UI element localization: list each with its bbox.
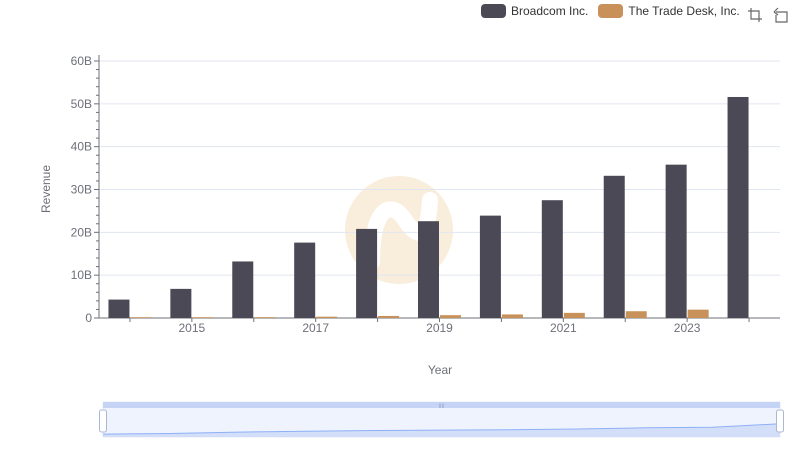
bar-broadcom bbox=[108, 299, 130, 318]
bar-trade-desk bbox=[625, 311, 647, 318]
bar-broadcom bbox=[232, 261, 254, 318]
bar-broadcom bbox=[479, 215, 501, 318]
legend-label-broadcom: Broadcom Inc. bbox=[511, 4, 589, 18]
bar-trade-desk bbox=[687, 309, 709, 318]
x-axis-title: Year bbox=[428, 363, 452, 377]
bar-trade-desk bbox=[440, 315, 461, 318]
legend-swatch-broadcom bbox=[481, 4, 506, 18]
bar-broadcom bbox=[356, 228, 378, 318]
bar-trade-desk bbox=[254, 317, 276, 318]
bar-broadcom bbox=[170, 288, 192, 318]
bars bbox=[108, 96, 749, 318]
data-zoom-move-handle[interactable]: ‖‖ bbox=[439, 404, 444, 410]
data-zoom-line bbox=[102, 423, 781, 435]
data-zoom-slider[interactable]: ‖‖ bbox=[99, 401, 784, 438]
y-tick-label: 20B bbox=[71, 225, 92, 239]
bar-broadcom bbox=[541, 200, 563, 318]
x-tick-label: 2015 bbox=[179, 321, 206, 335]
toolbox bbox=[747, 7, 799, 23]
y-tick-label: 60B bbox=[71, 54, 92, 68]
bar-broadcom bbox=[418, 221, 439, 318]
bar-trade-desk bbox=[316, 316, 338, 318]
bar-trade-desk bbox=[130, 317, 152, 318]
bar-broadcom bbox=[665, 164, 687, 318]
legend-item-trade-desk[interactable]: The Trade Desk, Inc. bbox=[598, 4, 740, 18]
y-tick-label: 30B bbox=[71, 183, 92, 197]
data-zoom-right-handle[interactable] bbox=[776, 409, 784, 433]
bar-trade-desk bbox=[378, 315, 400, 318]
bar-broadcom bbox=[603, 175, 625, 318]
legend-swatch-trade-desk bbox=[598, 4, 624, 18]
bar-trade-desk bbox=[501, 314, 523, 318]
x-tick-label: 2017 bbox=[302, 321, 329, 335]
x-axis: 2015 2017 2019 2021 2023 bbox=[99, 317, 780, 335]
y-tick-label: 40B bbox=[71, 140, 92, 154]
x-tick-label: 2021 bbox=[550, 321, 577, 335]
x-tick-label: 2019 bbox=[426, 321, 453, 335]
y-tick-label: 50B bbox=[71, 97, 92, 111]
bar-trade-desk bbox=[192, 317, 214, 318]
bar-trade-desk bbox=[563, 312, 585, 318]
data-zoom-top-bar bbox=[103, 402, 780, 408]
zoom-icon[interactable] bbox=[747, 7, 763, 23]
legend: Broadcom Inc. The Trade Desk, Inc. bbox=[481, 4, 750, 18]
y-axis: 0 10B 20B 30B 40B 50B 60B bbox=[71, 54, 100, 325]
x-tick-label: 2023 bbox=[674, 321, 701, 335]
legend-item-broadcom[interactable]: Broadcom Inc. bbox=[481, 4, 588, 18]
y-tick-label: 10B bbox=[71, 268, 92, 282]
legend-label-trade-desk: The Trade Desk, Inc. bbox=[628, 4, 740, 18]
bar-broadcom bbox=[727, 96, 749, 318]
y-axis-title: Revenue bbox=[39, 165, 53, 213]
data-zoom-left-handle[interactable] bbox=[99, 409, 107, 433]
y-tick-label: 0 bbox=[85, 311, 92, 325]
restore-icon[interactable] bbox=[773, 7, 789, 23]
bar-broadcom bbox=[294, 242, 316, 318]
